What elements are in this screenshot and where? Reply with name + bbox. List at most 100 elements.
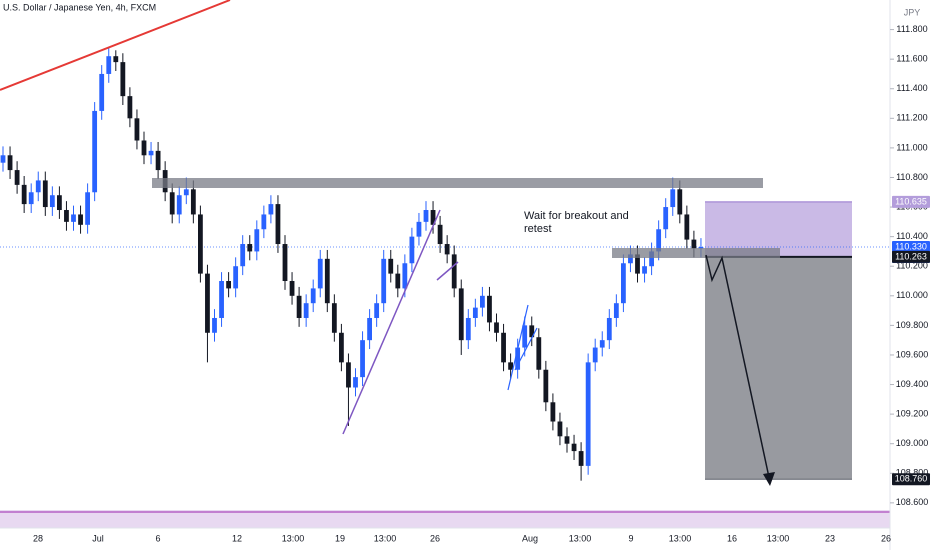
candle-body <box>698 246 704 249</box>
candle-body <box>458 288 464 341</box>
y-tick-label: 109.600 <box>896 349 929 359</box>
candle-body <box>240 244 246 267</box>
candle-body <box>557 421 563 437</box>
candle-body <box>127 96 133 119</box>
candle-body <box>106 56 112 74</box>
price-tag-label: 108.760 <box>895 474 928 484</box>
resistance-zone <box>152 178 763 188</box>
y-tick-label: 111.400 <box>896 83 927 93</box>
candle-body <box>494 322 499 333</box>
x-tick-label: 13:00 <box>374 533 397 543</box>
candle-body <box>42 180 48 208</box>
candle-body <box>677 189 683 215</box>
candle-body <box>465 317 471 341</box>
candle-body <box>155 150 161 171</box>
candle-body <box>28 192 34 205</box>
candle-body <box>353 377 358 388</box>
candle-body <box>141 140 147 156</box>
candle-body <box>543 369 549 403</box>
candle-body <box>642 266 647 274</box>
candle-body <box>113 56 119 63</box>
lower-band <box>0 510 890 528</box>
candle-body <box>635 254 640 274</box>
candle-body <box>381 258 387 304</box>
price-tag-label: 110.263 <box>895 251 927 261</box>
candle-body <box>190 189 196 215</box>
candle-body <box>592 347 598 363</box>
loss-zone <box>705 256 852 480</box>
candle-body <box>360 340 365 378</box>
candle-body <box>282 244 288 282</box>
candle-body <box>480 295 485 308</box>
candle-body <box>628 254 633 264</box>
candle-body <box>212 317 217 333</box>
candle-body <box>564 436 570 444</box>
candle-body <box>296 295 302 318</box>
candle-body <box>254 229 260 252</box>
candle-body <box>529 325 535 338</box>
candle-body <box>198 214 203 274</box>
candle-body <box>536 337 542 370</box>
candle-body <box>331 303 337 333</box>
candle-body <box>585 362 591 466</box>
x-tick-label: Jul <box>92 533 104 543</box>
candle-body <box>515 347 521 370</box>
x-tick-label: 13:00 <box>282 533 305 543</box>
y-tick-label: 111.200 <box>896 113 927 123</box>
candle-body <box>621 263 626 304</box>
candle-body <box>85 192 90 225</box>
candle-body <box>437 224 443 245</box>
y-tick-label: 111.000 <box>896 142 927 152</box>
x-tick-label: 13:00 <box>569 533 592 543</box>
candle-body <box>430 210 436 225</box>
candle-body <box>324 258 330 304</box>
candle-body <box>444 244 450 255</box>
candle-body <box>451 254 457 289</box>
candle-body <box>522 325 528 348</box>
x-tick-label: 19 <box>335 533 345 543</box>
candle-body <box>310 288 316 304</box>
currency: JPY <box>904 7 921 17</box>
candle-body <box>317 258 323 289</box>
candle-body <box>578 451 584 466</box>
candle-body <box>367 317 372 341</box>
candle-body <box>346 362 351 388</box>
candle-body <box>0 155 6 163</box>
candle-body <box>670 189 676 208</box>
x-tick-label: 28 <box>33 533 43 543</box>
candle-body <box>550 402 556 422</box>
candle-body <box>395 273 401 289</box>
x-tick-label: 13:00 <box>669 533 692 543</box>
candle-body <box>501 332 506 363</box>
candle-body <box>64 210 69 222</box>
y-tick-label: 110.200 <box>896 261 928 271</box>
y-tick-label: 109.200 <box>896 408 929 418</box>
candle-body <box>169 192 175 215</box>
x-tick-label: 23 <box>825 533 835 543</box>
profit-zone <box>705 201 852 257</box>
x-tick-label: Aug <box>522 533 538 543</box>
candle-body <box>261 214 267 230</box>
candle-body <box>606 317 612 341</box>
candle-body <box>226 281 231 289</box>
path-arrow <box>705 254 771 483</box>
candle-body <box>684 214 690 240</box>
candle-body <box>205 273 210 333</box>
candle-body <box>120 62 126 97</box>
candle-body <box>148 150 154 156</box>
candle-body <box>14 170 20 185</box>
trendline <box>0 0 231 91</box>
candle-body <box>402 263 408 289</box>
y-tick-label: 111.600 <box>896 54 927 64</box>
x-tick-label: 9 <box>628 533 633 543</box>
candle-body <box>268 204 274 215</box>
candle-body <box>571 443 577 452</box>
candle-body <box>691 239 697 249</box>
candle-body <box>176 195 182 215</box>
price-tag-label: 110.330 <box>895 241 927 251</box>
annotation-box <box>520 208 626 238</box>
y-tick-label: 109.000 <box>896 438 929 448</box>
candle-body <box>409 236 415 264</box>
